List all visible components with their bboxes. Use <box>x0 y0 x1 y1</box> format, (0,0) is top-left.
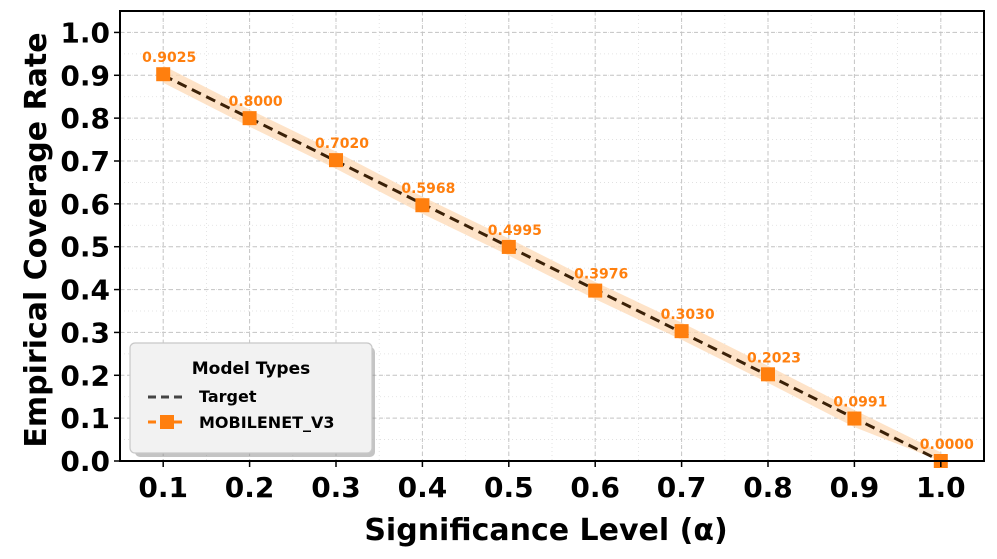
x-tick-label: 0.4 <box>398 471 448 504</box>
data-label: 0.2023 <box>747 350 801 366</box>
x-tick-label: 0.5 <box>484 471 534 504</box>
legend-target-label: Target <box>199 387 257 406</box>
y-tick-label: 0.5 <box>60 231 110 264</box>
y-tick-label: 0.6 <box>60 188 110 221</box>
y-tick-label: 0.0 <box>60 445 110 478</box>
legend-title: Model Types <box>192 359 311 379</box>
data-label: 0.3030 <box>661 307 715 323</box>
x-tick-label: 0.3 <box>311 471 361 504</box>
plot-frame <box>119 10 985 462</box>
x-tick-label: 0.6 <box>570 471 620 504</box>
data-label: 0.4995 <box>488 223 542 239</box>
legend-box <box>129 342 373 454</box>
mobilenet-point <box>501 239 516 254</box>
mobilenet-point <box>761 367 775 382</box>
x-tick-label: 0.7 <box>657 471 707 504</box>
y-tick-label: 1.0 <box>60 16 110 49</box>
data-label: 0.3976 <box>574 267 628 283</box>
series-layer: 0.9025 0.8000 0.7020 0.5968 0.4995 0.3976 0.30… <box>142 50 974 468</box>
data-label: 0.7020 <box>315 136 369 152</box>
y-tick-label: 0.1 <box>60 402 110 435</box>
y-tick-label: 0.9 <box>60 59 110 92</box>
data-label: 0.0991 <box>833 395 887 411</box>
mobilenet-point <box>674 324 689 339</box>
x-tick-label: 0.2 <box>225 471 275 504</box>
legend-mobilenet-marker <box>160 415 174 429</box>
mobilenet-point <box>588 283 603 298</box>
x-tick-label: 0.8 <box>743 471 793 504</box>
mobilenet-point <box>156 67 171 82</box>
target-line <box>162 73 942 463</box>
legend-mobilenet-label: MOBILENET_V3 <box>199 413 335 432</box>
y-tick-label: 0.3 <box>60 316 110 349</box>
y-tick-label: 0.4 <box>60 274 110 307</box>
axes <box>114 10 985 467</box>
data-label: 0.8000 <box>229 94 283 110</box>
tick-labels: 0.1 0.2 0.3 0.4 0.5 0.6 0.7 0.8 0.9 1.00.00.10.20… <box>60 16 965 504</box>
data-label: 0.0000 <box>920 437 974 453</box>
y-axis-title: Empirical Coverage Rate <box>19 32 54 447</box>
x-tick-label: 1.0 <box>916 471 966 504</box>
x-tick-label: 0.1 <box>138 471 188 504</box>
x-axis-title: Significance Level (α) <box>364 513 727 548</box>
mobilenet-point <box>847 411 862 426</box>
data-label: 0.5968 <box>401 181 455 197</box>
y-tick-label: 0.7 <box>60 145 110 178</box>
mobilenet-point <box>329 153 343 168</box>
y-tick-label: 0.2 <box>60 359 110 392</box>
coverage-band <box>163 65 941 462</box>
x-tick-label: 0.9 <box>830 471 880 504</box>
coverage-band-area <box>163 65 941 462</box>
mobilenet-point <box>242 111 257 126</box>
data-label: 0.9025 <box>142 50 196 66</box>
legend: Model Types Target MOBILENET_V3 <box>129 342 375 457</box>
y-tick-label: 0.8 <box>60 102 110 135</box>
mobilenet-point <box>415 198 430 213</box>
